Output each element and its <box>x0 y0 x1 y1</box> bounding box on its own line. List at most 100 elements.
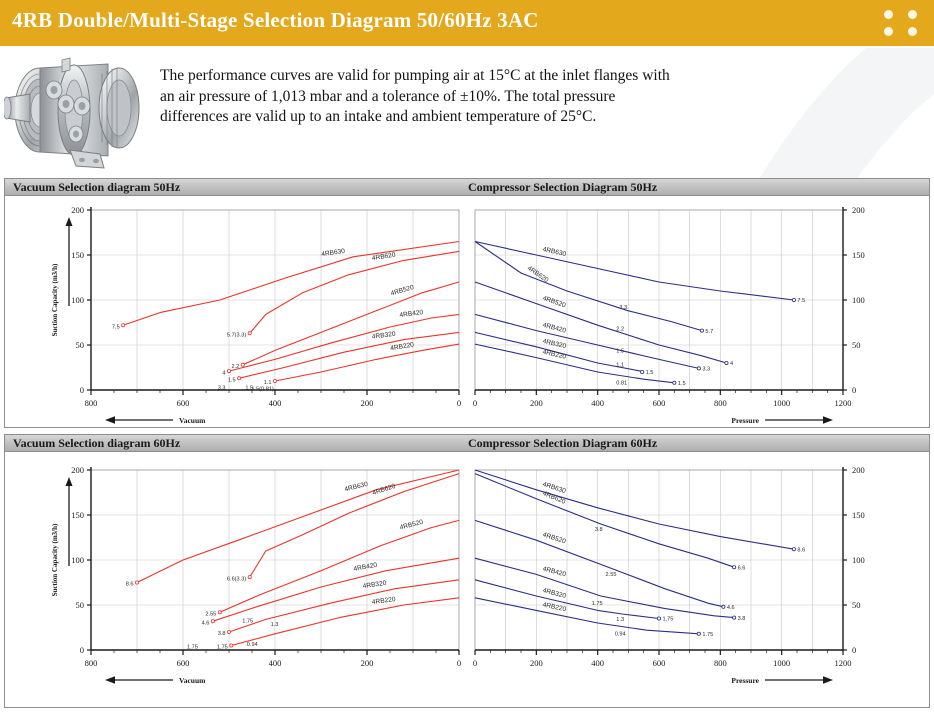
svg-text:1.1: 1.1 <box>264 380 272 386</box>
svg-text:7.5: 7.5 <box>112 324 120 330</box>
svg-text:600: 600 <box>653 398 666 408</box>
svg-text:1.5: 1.5 <box>245 386 253 392</box>
svg-text:3.8: 3.8 <box>738 616 746 622</box>
svg-text:4RB220: 4RB220 <box>372 596 397 606</box>
svg-text:0.81: 0.81 <box>616 380 627 386</box>
svg-text:600: 600 <box>177 658 190 668</box>
panel-50hz: Vacuum Selection diagram 50Hz Compressor… <box>4 178 930 428</box>
svg-text:1.5: 1.5 <box>678 381 686 387</box>
compressor-60hz-title: Compressor Selection Diagram 60Hz <box>468 436 658 450</box>
svg-text:0: 0 <box>457 658 461 668</box>
svg-text:1.3: 1.3 <box>271 622 279 628</box>
svg-text:3.3: 3.3 <box>619 305 627 311</box>
svg-text:100: 100 <box>71 555 84 565</box>
svg-text:4.6: 4.6 <box>202 620 210 626</box>
svg-text:8.6: 8.6 <box>797 547 805 553</box>
svg-text:1.5: 1.5 <box>228 378 236 384</box>
svg-text:0: 0 <box>80 645 84 655</box>
intro-section: The performance curves are valid for pum… <box>0 46 934 176</box>
four-dots-icon <box>884 10 918 37</box>
svg-text:0: 0 <box>473 658 477 668</box>
svg-text:4RB320: 4RB320 <box>372 331 397 341</box>
svg-text:0: 0 <box>852 645 856 655</box>
svg-text:3.8: 3.8 <box>595 527 603 533</box>
svg-text:1.75: 1.75 <box>702 632 713 638</box>
svg-text:3.8: 3.8 <box>218 631 226 637</box>
vacuum-60hz-title: Vacuum Selection diagram 60Hz <box>13 436 181 450</box>
svg-text:4RB320: 4RB320 <box>362 580 387 590</box>
svg-text:1.75: 1.75 <box>187 645 198 651</box>
svg-text:3.3: 3.3 <box>702 367 710 373</box>
svg-text:100: 100 <box>852 295 865 305</box>
svg-text:1.5: 1.5 <box>616 348 624 354</box>
svg-text:1200: 1200 <box>835 658 852 668</box>
chart-compressor-50hz: 0 50 100 150 200 0 200 400 600 800 1000 1200 4RB630 4… <box>467 196 927 426</box>
svg-text:4RB420: 4RB420 <box>399 309 424 319</box>
svg-text:5.7(3.3): 5.7(3.3) <box>227 333 246 339</box>
svg-text:150: 150 <box>852 250 865 260</box>
svg-text:800: 800 <box>85 658 98 668</box>
svg-text:1.1: 1.1 <box>616 363 624 369</box>
panel-60hz-header: Vacuum Selection diagram 60Hz Compressor… <box>5 435 929 452</box>
svg-text:Suction Capacity (m3/h): Suction Capacity (m3/h) <box>51 263 59 336</box>
svg-text:200: 200 <box>852 465 865 475</box>
svg-text:150: 150 <box>71 510 84 520</box>
svg-text:600: 600 <box>177 398 190 408</box>
svg-text:800: 800 <box>714 658 727 668</box>
svg-text:Suction Capacity (m3/h): Suction Capacity (m3/h) <box>51 523 59 596</box>
svg-text:1200: 1200 <box>835 398 852 408</box>
svg-text:100: 100 <box>71 295 84 305</box>
svg-text:1.75: 1.75 <box>663 617 674 623</box>
svg-text:5.7: 5.7 <box>705 329 713 335</box>
chart-compressor-60hz: 0 50 100 150 200 0 200 400 600 800 1000 1200 4RB630 4… <box>467 452 927 706</box>
compressor-50hz-title: Compressor Selection Diagram 50Hz <box>468 180 658 194</box>
svg-text:0.94: 0.94 <box>615 631 626 637</box>
panel-50hz-header: Vacuum Selection diagram 50Hz Compressor… <box>5 179 929 196</box>
svg-text:400: 400 <box>591 658 604 668</box>
svg-text:6.6(3.3): 6.6(3.3) <box>227 576 246 582</box>
svg-text:8.6: 8.6 <box>126 582 134 588</box>
svg-text:1000: 1000 <box>773 658 790 668</box>
svg-text:4RB630: 4RB630 <box>321 248 346 258</box>
svg-text:Vacuum: Vacuum <box>179 416 206 425</box>
svg-text:0: 0 <box>80 385 84 395</box>
svg-text:0: 0 <box>852 385 856 395</box>
chart-vacuum-60hz: 0 50 100 150 200 800 600 400 200 0 4RB630 4RB620 4RB… <box>7 452 469 706</box>
svg-text:4RB220: 4RB220 <box>390 341 415 352</box>
svg-text:400: 400 <box>591 398 604 408</box>
svg-text:2.55: 2.55 <box>606 572 617 578</box>
svg-text:0: 0 <box>473 398 477 408</box>
svg-text:0: 0 <box>457 398 461 408</box>
svg-text:2.2: 2.2 <box>616 327 624 333</box>
svg-text:4: 4 <box>730 361 733 367</box>
svg-text:50: 50 <box>76 600 85 610</box>
svg-text:800: 800 <box>714 398 727 408</box>
blower-photo <box>2 50 156 172</box>
svg-text:1.75: 1.75 <box>242 619 253 625</box>
svg-text:4.6: 4.6 <box>727 605 735 611</box>
panel-60hz: Vacuum Selection diagram 60Hz Compressor… <box>4 434 930 708</box>
page-title: 4RB Double/Multi-Stage Selection Diagram… <box>12 8 539 32</box>
svg-text:50: 50 <box>852 340 861 350</box>
svg-text:7.5: 7.5 <box>797 298 805 304</box>
svg-text:200: 200 <box>530 658 543 668</box>
page-header: 4RB Double/Multi-Stage Selection Diagram… <box>0 0 934 46</box>
svg-text:4: 4 <box>222 370 225 376</box>
svg-text:150: 150 <box>71 250 84 260</box>
svg-text:6.6: 6.6 <box>738 565 746 571</box>
svg-text:Pressure: Pressure <box>731 416 759 425</box>
svg-text:1000: 1000 <box>773 398 790 408</box>
svg-text:150: 150 <box>852 510 865 520</box>
svg-text:4RB420: 4RB420 <box>353 562 378 573</box>
intro-paragraph: The performance curves are valid for pum… <box>160 67 670 125</box>
svg-text:600: 600 <box>653 658 666 668</box>
svg-text:200: 200 <box>852 205 865 215</box>
svg-text:400: 400 <box>269 658 282 668</box>
svg-text:2.55: 2.55 <box>205 611 216 617</box>
svg-text:1.75: 1.75 <box>592 601 603 607</box>
svg-text:1.3: 1.3 <box>616 617 624 623</box>
svg-text:50: 50 <box>852 600 861 610</box>
chart-vacuum-50hz: 0 50 100 150 200 800 600 400 200 0 4RB630 4RB620 4RB… <box>7 196 469 426</box>
vacuum-50hz-title: Vacuum Selection diagram 50Hz <box>13 180 181 194</box>
svg-text:200: 200 <box>361 658 374 668</box>
